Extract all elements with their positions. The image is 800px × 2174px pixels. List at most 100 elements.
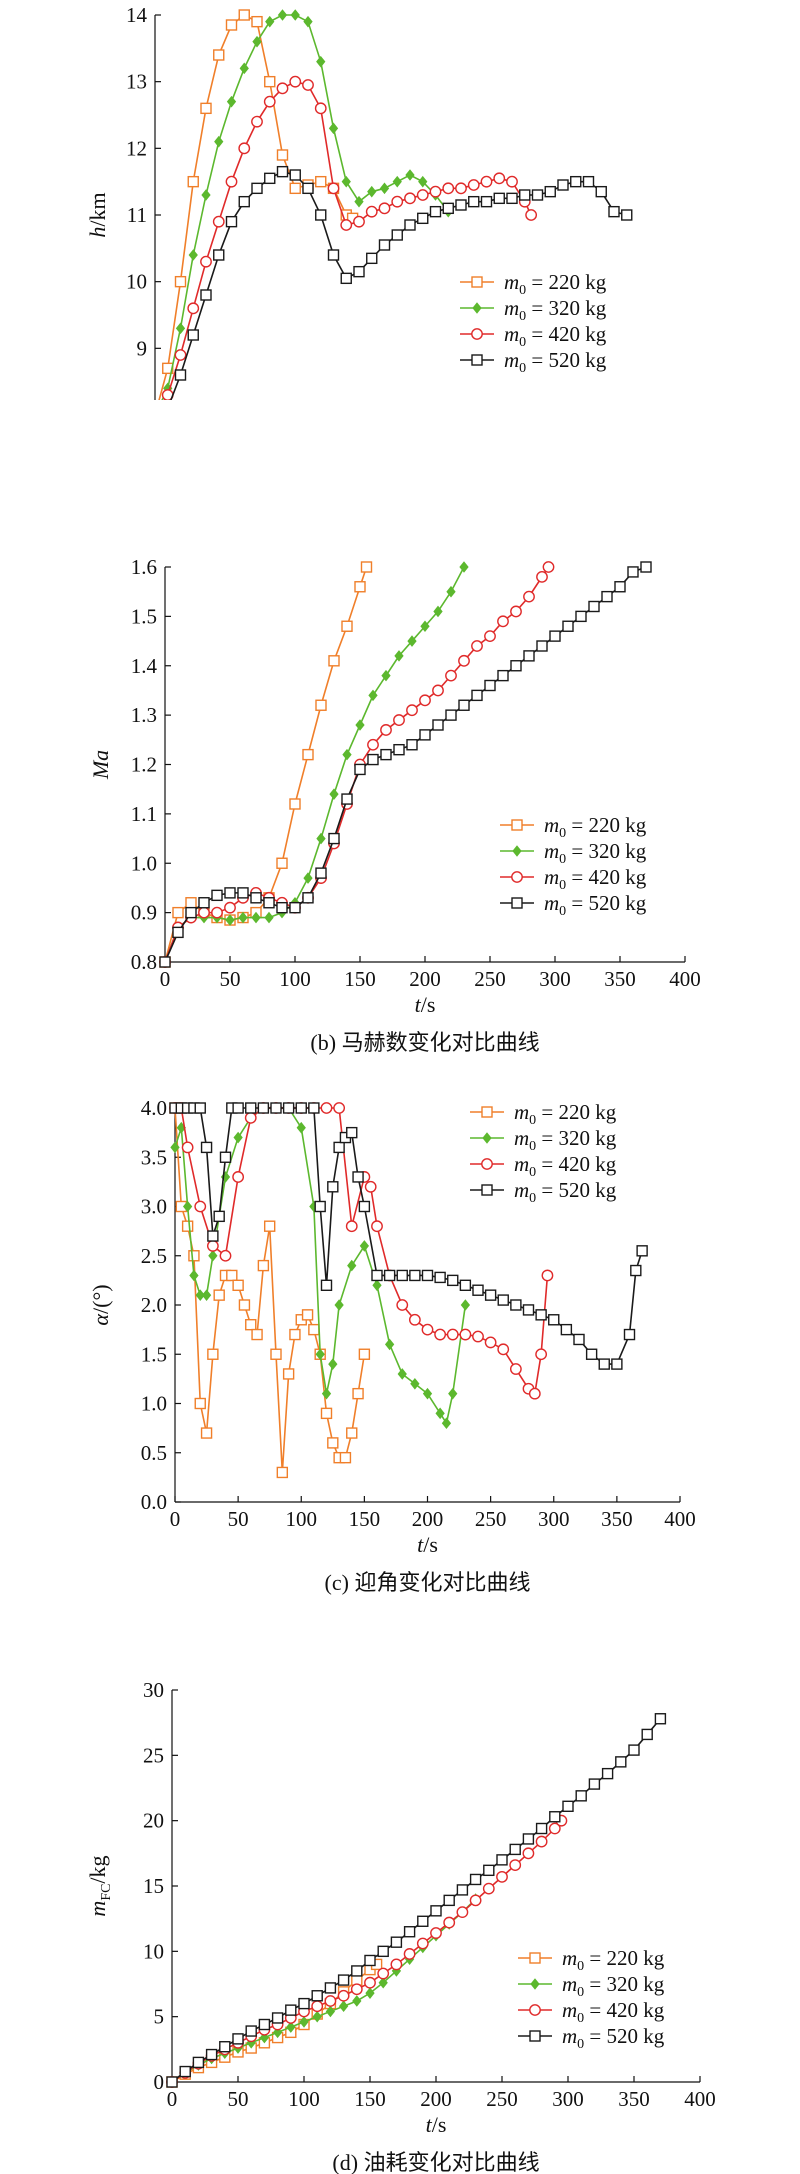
data-point [276, 165, 289, 178]
data-point [232, 1279, 244, 1292]
data-point [225, 215, 238, 228]
data-point [519, 189, 531, 201]
data-point [366, 252, 378, 265]
data-point [393, 743, 405, 756]
data-point [185, 906, 197, 919]
data-point [497, 669, 509, 682]
data-point [205, 2048, 218, 2061]
data-point [213, 1210, 225, 1223]
data-point [458, 654, 470, 667]
data-point [523, 590, 535, 603]
data-point [311, 1990, 323, 2002]
data-point [378, 1976, 388, 1989]
y-tick-label: 1.3 [131, 703, 157, 727]
x-tick-label: 300 [538, 1507, 570, 1531]
y-tick-label: 0.0 [141, 1490, 167, 1514]
data-point [598, 1358, 610, 1370]
data-point [308, 1323, 320, 1336]
data-point [419, 694, 431, 707]
data-point [403, 1948, 416, 1960]
data-point [484, 1289, 497, 1301]
y-tick-label: 25 [143, 1743, 164, 1767]
data-point [337, 1989, 350, 2002]
data-point [371, 1220, 383, 1233]
data-point [276, 857, 288, 869]
data-point [263, 95, 276, 108]
data-point [328, 832, 340, 845]
data-point [443, 1916, 456, 1929]
data-point [333, 1102, 346, 1114]
data-point [595, 185, 607, 198]
legend-entry [518, 1952, 552, 1964]
data-point [392, 175, 402, 188]
data-point [496, 1854, 508, 1866]
data-point [245, 2025, 257, 2037]
data-point [368, 689, 378, 702]
data-point [417, 212, 429, 225]
data-point [365, 205, 378, 218]
legend-marker [471, 328, 483, 340]
data-point [455, 182, 467, 195]
data-point [174, 275, 187, 288]
legend-marker [482, 1132, 492, 1144]
legend-entry [500, 819, 534, 831]
data-point [380, 724, 392, 736]
data-point [367, 753, 379, 766]
data-point [225, 914, 235, 926]
data-point [270, 1348, 282, 1360]
data-point [442, 182, 455, 195]
y-tick-label: 2.5 [141, 1244, 167, 1268]
data-point [432, 719, 444, 731]
data-point [548, 1822, 561, 1835]
data-point [482, 1882, 495, 1895]
legend-label: m0 = 520 kg [544, 891, 647, 919]
data-point [244, 1111, 257, 1124]
data-point [358, 1200, 371, 1213]
data-point [181, 1220, 194, 1232]
data-point [328, 1358, 338, 1370]
data-point [252, 35, 262, 48]
y-tick-label: 0.5 [141, 1441, 167, 1465]
legend-marker [530, 1978, 540, 1990]
data-point [460, 1299, 471, 1311]
data-point [510, 1299, 522, 1311]
legend-label: m0 = 520 kg [514, 1178, 617, 1206]
data-point [339, 1451, 352, 1464]
data-point [434, 1271, 446, 1284]
series-0520kg [169, 1102, 648, 1370]
data-point [352, 1387, 364, 1400]
data-point [289, 182, 301, 195]
data-point [441, 1417, 452, 1430]
y-tick-label: 13 [126, 70, 147, 94]
data-point [601, 590, 613, 603]
data-point [493, 192, 505, 205]
y-tick-label: 0.8 [131, 950, 157, 974]
data-point [542, 561, 555, 573]
data-point [407, 635, 417, 647]
data-point [276, 901, 288, 914]
data-point [321, 1387, 332, 1400]
data-point [251, 15, 263, 28]
data-point [409, 1269, 421, 1282]
legend-marker [481, 1106, 493, 1118]
data-point [219, 1249, 232, 1262]
data-point [298, 1997, 310, 2010]
data-point [198, 897, 210, 909]
data-point [360, 561, 373, 573]
x-axis-label: t/s [417, 1532, 438, 1557]
legend-label: m0 = 420 kg [562, 1998, 665, 2026]
x-tick-label: 200 [409, 967, 441, 991]
y-tick-label: 10 [143, 1939, 164, 1963]
data-point [416, 1937, 429, 1950]
data-point [315, 867, 327, 879]
data-point [303, 15, 313, 28]
data-point [367, 738, 379, 751]
data-point [289, 169, 301, 181]
data-point [314, 102, 327, 115]
data-point [265, 15, 275, 28]
legend-label: m0 = 320 kg [504, 296, 607, 324]
legend-marker [511, 871, 523, 883]
data-point [497, 1343, 510, 1356]
data-point [282, 1368, 295, 1380]
data-point [623, 1328, 636, 1341]
